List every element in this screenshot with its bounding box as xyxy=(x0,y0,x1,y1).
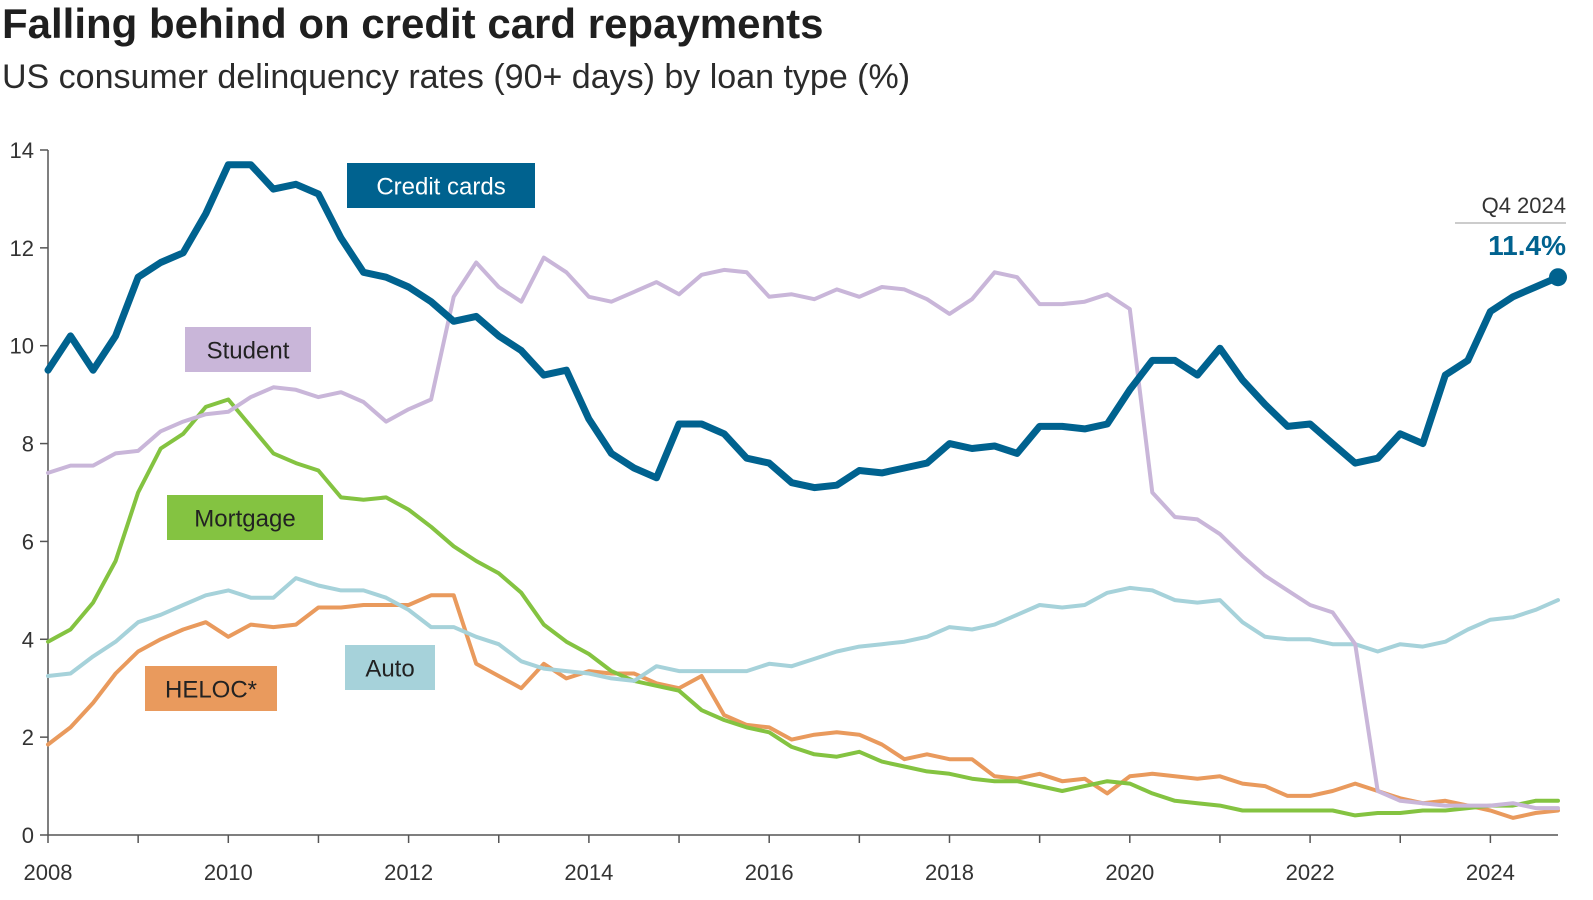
endpoint-annotation: Q4 2024 11.4% xyxy=(1455,193,1567,287)
chart-subtitle: US consumer delinquency rates (90+ days)… xyxy=(2,58,911,96)
series-labels: Credit cards Student Mortgage HELOC* Auto xyxy=(145,163,535,711)
y-tick-label: 2 xyxy=(22,725,34,750)
series-line-heloc xyxy=(46,593,1560,820)
series-label-auto: Auto xyxy=(365,656,414,683)
x-tick-label: 2018 xyxy=(925,860,974,885)
x-tick-label: 2010 xyxy=(204,860,253,885)
y-tick-label: 6 xyxy=(22,529,34,554)
y-tick-label: 12 xyxy=(10,236,34,261)
series-label-mortgage: Mortgage xyxy=(194,506,295,533)
series-label-box-auto xyxy=(345,645,435,690)
endpoint-marker xyxy=(1549,268,1567,287)
series-label-box-credit-cards xyxy=(347,163,535,208)
series-label-heloc: HELOC* xyxy=(165,677,257,704)
y-tick-label: 10 xyxy=(10,334,34,359)
series-line-student xyxy=(46,255,1560,811)
y-tick-label: 14 xyxy=(10,138,34,163)
x-tick-label: 2016 xyxy=(745,860,794,885)
x-tick-label: 2024 xyxy=(1466,860,1515,885)
x-tick-label: 2020 xyxy=(1105,860,1154,885)
series-label-box-mortgage xyxy=(167,495,323,540)
series-layer xyxy=(44,161,1562,820)
annotation-value: 11.4% xyxy=(1488,230,1566,261)
x-tick-label: 2008 xyxy=(24,860,73,885)
chart-title: Falling behind on credit card repayments xyxy=(2,0,824,47)
y-tick-label: 8 xyxy=(22,432,34,457)
series-line-credit-cards xyxy=(44,161,1562,492)
series-label-credit-cards: Credit cards xyxy=(376,174,505,201)
series-line-auto xyxy=(46,576,1560,683)
x-tick-label: 2012 xyxy=(384,860,433,885)
series-label-student: Student xyxy=(207,338,290,365)
series-label-box-student xyxy=(185,327,311,372)
series-line-mortgage xyxy=(46,397,1560,818)
annotation-label: Q4 2024 xyxy=(1482,193,1566,218)
y-tick-label: 4 xyxy=(22,627,34,652)
axes: 0 2 4 6 8 10 12 14 2008 2010 2012 2014 2016 2018 2020 2… xyxy=(10,138,1558,885)
y-tick-label: 0 xyxy=(22,823,34,848)
series-label-box-heloc xyxy=(145,666,277,711)
x-tick-label: 2014 xyxy=(564,860,613,885)
x-tick-label: 2022 xyxy=(1286,860,1335,885)
